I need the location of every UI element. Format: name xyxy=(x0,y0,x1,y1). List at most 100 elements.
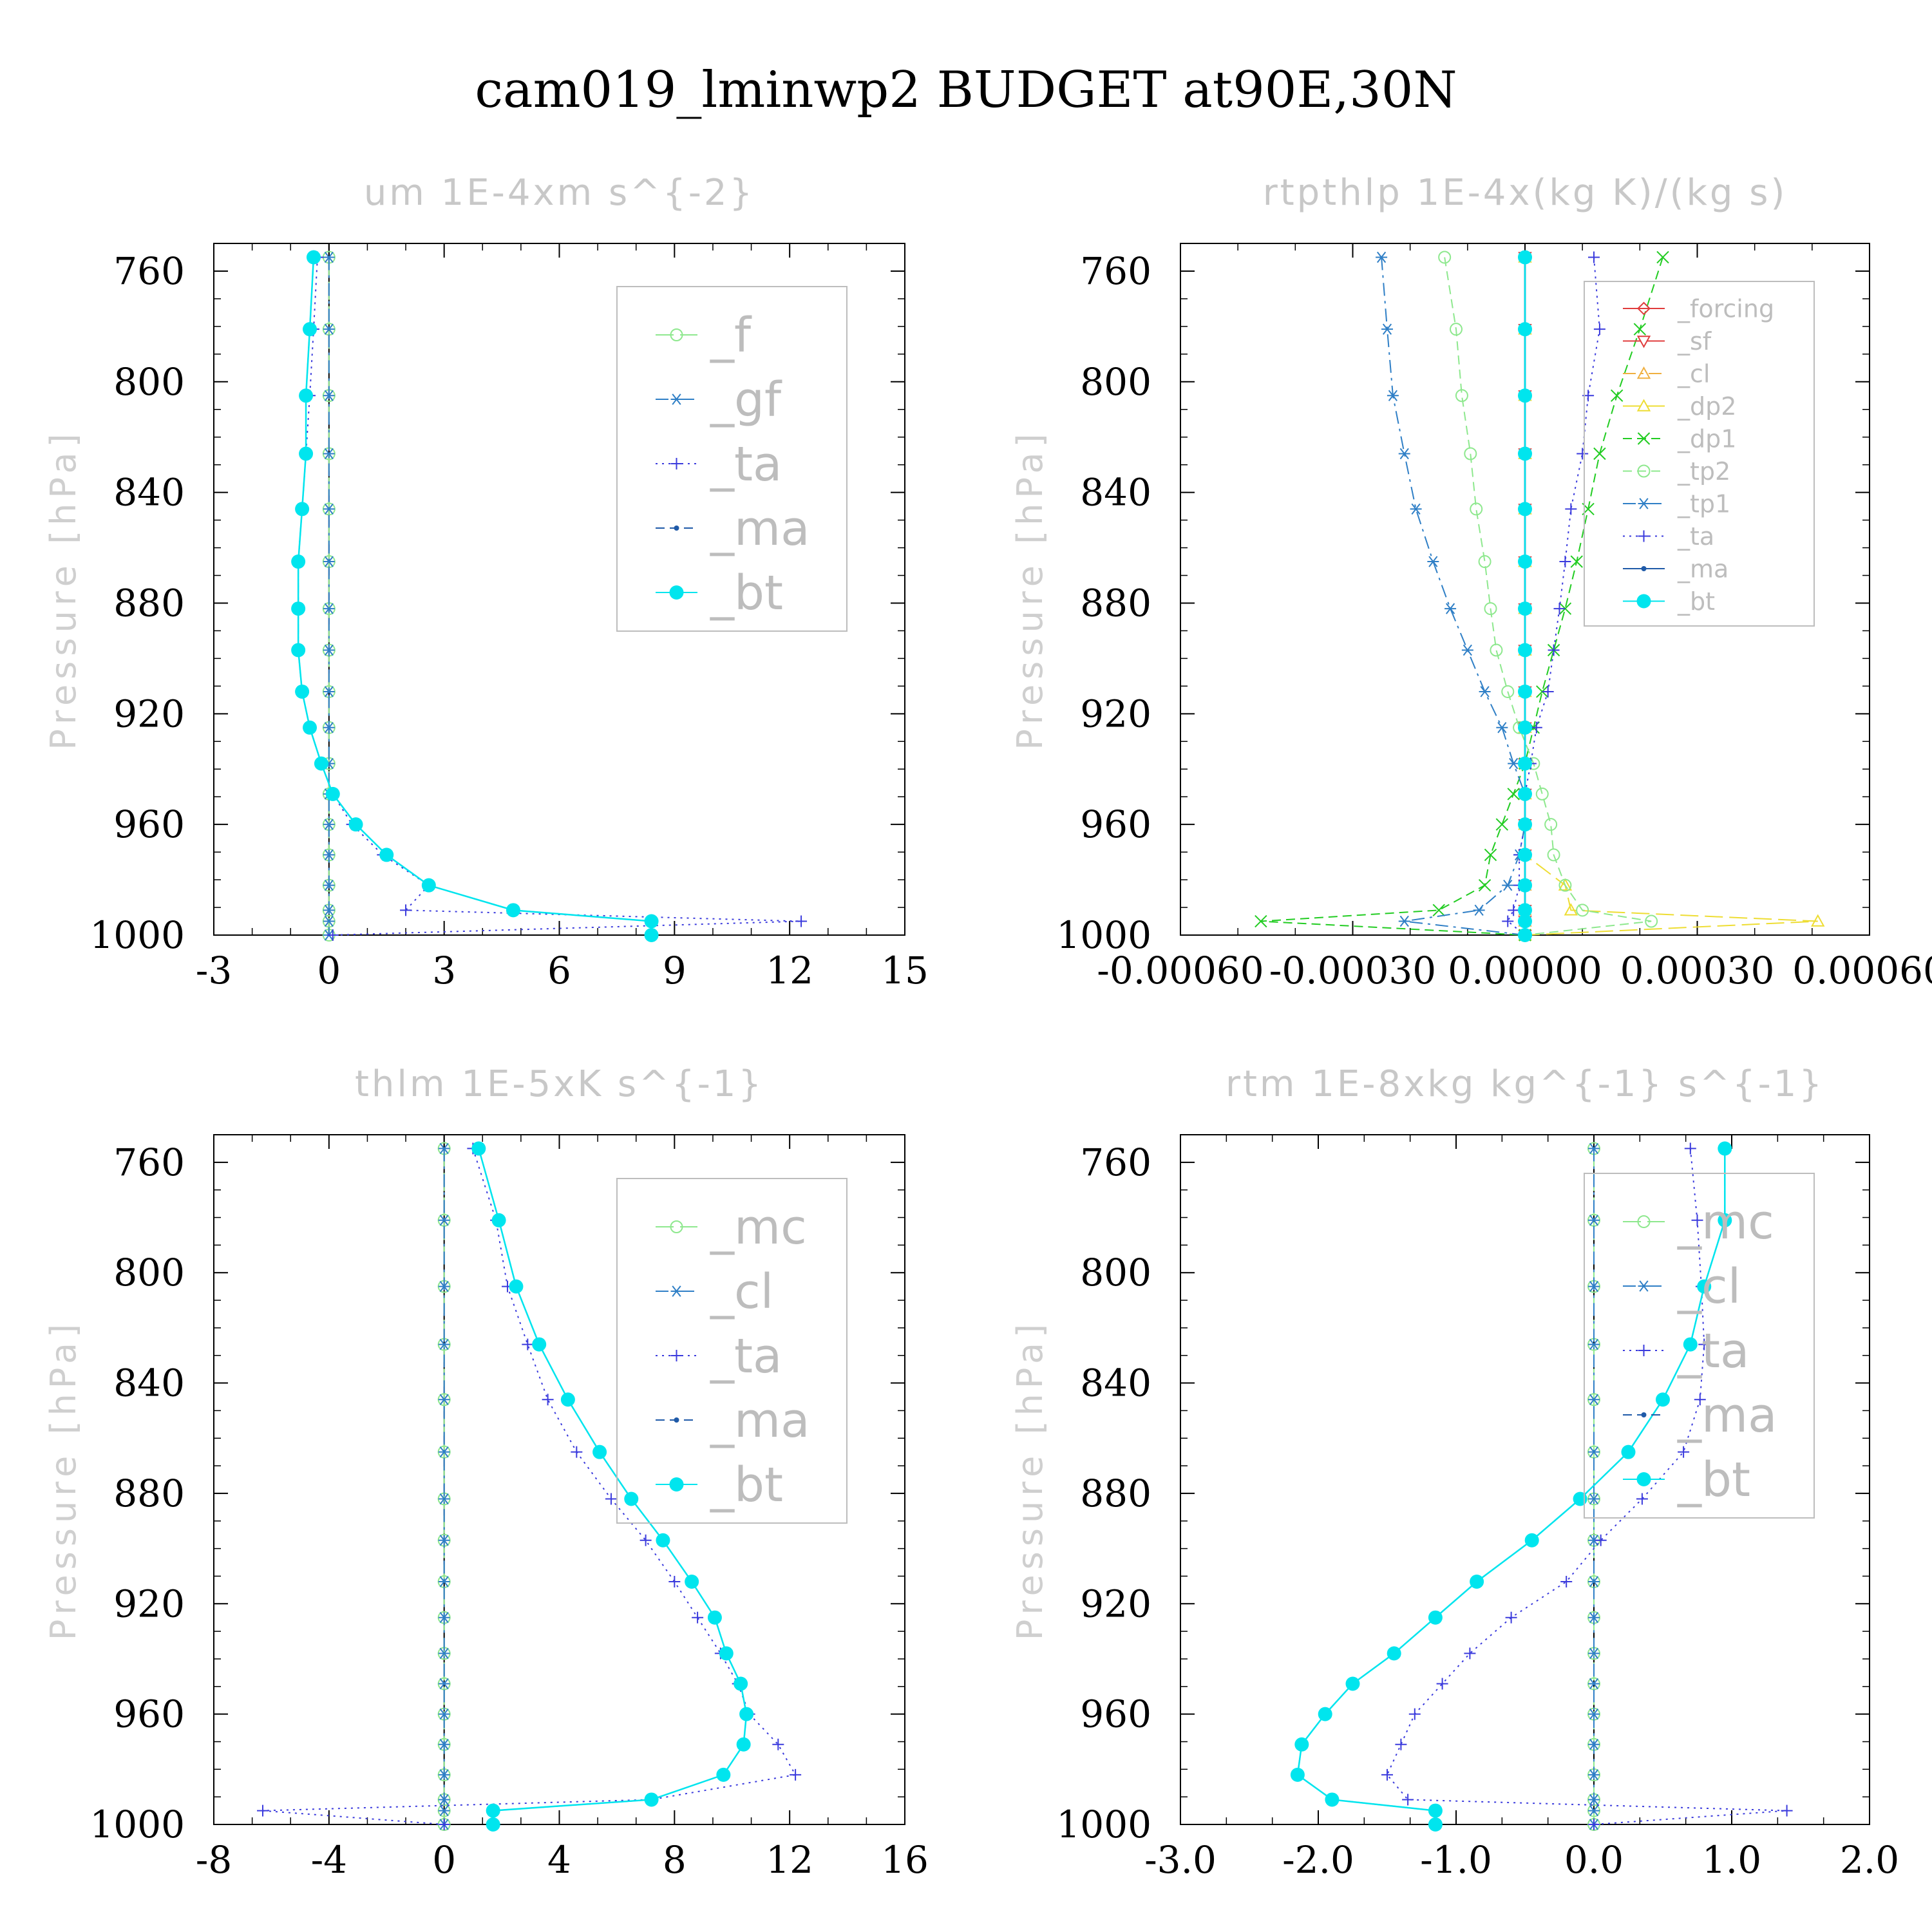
data-point xyxy=(438,1678,450,1690)
series_ma xyxy=(1294,1146,1728,1827)
data-point xyxy=(1535,787,1549,800)
x-tick-label: 0.00030 xyxy=(1620,949,1775,992)
data-point xyxy=(1524,1533,1539,1548)
data-point xyxy=(438,1446,450,1458)
data-point xyxy=(1588,1142,1600,1155)
legend: _mc _cl _ta _ma _bt xyxy=(1584,1173,1815,1519)
series-line xyxy=(1524,257,1818,936)
data-point xyxy=(1508,757,1520,770)
y-tick-label: 800 xyxy=(113,360,185,404)
legend-marker xyxy=(669,585,684,600)
legend-marker xyxy=(1637,301,1651,316)
legend-marker xyxy=(1637,464,1651,478)
data-point xyxy=(1444,603,1457,614)
legend-marker xyxy=(674,1417,679,1423)
series_bt xyxy=(471,1141,754,1832)
legend-label: _dp1 xyxy=(1677,424,1736,453)
legend-label: _sf xyxy=(1677,327,1712,355)
x-tick-label: 9 xyxy=(663,949,687,992)
series-line xyxy=(1381,257,1526,936)
data-point xyxy=(1588,1394,1600,1405)
series-line xyxy=(297,257,652,935)
data-point xyxy=(291,601,306,616)
x-tick-label: -4 xyxy=(311,1838,348,1882)
data-point xyxy=(692,1611,704,1624)
legend-label: _forcing xyxy=(1677,294,1774,323)
data-point xyxy=(1436,1678,1448,1690)
data-point xyxy=(1387,390,1399,401)
x-tick-label: -0.00030 xyxy=(1269,949,1436,992)
data-point xyxy=(299,388,314,403)
x-tick-label: 12 xyxy=(766,949,813,992)
x-tick-label: -3.0 xyxy=(1144,1838,1217,1882)
series-line xyxy=(1296,1148,1726,1824)
data-point xyxy=(1428,1817,1443,1832)
plot-frame xyxy=(213,243,905,936)
data-point xyxy=(707,1610,722,1625)
y-tick-label: 760 xyxy=(113,1141,185,1184)
data-point xyxy=(1678,1446,1690,1458)
data-point xyxy=(542,1394,554,1406)
legend-label: _dp2 xyxy=(1677,392,1736,421)
data-point xyxy=(1518,502,1532,516)
data-point xyxy=(471,1141,486,1156)
data-point xyxy=(1408,1708,1421,1720)
legend-label: _bt xyxy=(710,565,783,621)
data-point xyxy=(323,503,335,515)
data-point xyxy=(1345,1676,1360,1691)
plot-frame xyxy=(1180,1134,1870,1825)
data-point xyxy=(299,446,314,461)
series_cl xyxy=(438,1142,450,1830)
data-point xyxy=(1495,818,1509,831)
data-point xyxy=(1548,644,1560,656)
legend-marker xyxy=(1638,498,1650,509)
legend-marker xyxy=(670,328,683,341)
data-point xyxy=(1694,1394,1706,1406)
data-point xyxy=(1576,904,1589,917)
data-point xyxy=(1683,1337,1698,1352)
data-point xyxy=(323,556,335,567)
legend-label: _bt xyxy=(1677,587,1715,616)
legend-label: _bt xyxy=(1677,1452,1750,1508)
legend-label: _f xyxy=(710,308,752,363)
data-point xyxy=(323,819,335,830)
legend-marker xyxy=(1641,1412,1647,1417)
data-point xyxy=(1588,1739,1600,1750)
data-point xyxy=(291,643,306,658)
data-point xyxy=(1610,389,1624,402)
series_dp1 xyxy=(1255,251,1669,942)
x-tick-label: 0 xyxy=(317,949,341,992)
y-tick-label: 960 xyxy=(1080,1692,1151,1736)
data-point xyxy=(1518,903,1532,918)
data-point xyxy=(1588,1280,1600,1293)
data-point xyxy=(1470,1575,1484,1589)
legend-marker xyxy=(1636,1472,1651,1486)
data-point xyxy=(1518,388,1532,403)
legend-marker xyxy=(1638,1280,1650,1292)
x-tick-label: 4 xyxy=(547,1838,571,1882)
data-point xyxy=(486,1803,500,1818)
data-point xyxy=(1588,1769,1600,1781)
data-point xyxy=(1518,914,1532,929)
data-point xyxy=(719,1646,734,1661)
data-point xyxy=(1496,722,1508,734)
data-point xyxy=(644,914,659,929)
data-point xyxy=(1518,786,1532,801)
data-point xyxy=(1811,914,1825,927)
y-tick-label: 800 xyxy=(1080,1251,1151,1294)
data-point xyxy=(1470,502,1483,516)
y-tick-label: 880 xyxy=(113,581,185,625)
data-point xyxy=(795,915,808,927)
data-point xyxy=(790,1768,802,1781)
panel-title: thlm 1E-5xK s^{-1} xyxy=(355,1063,764,1105)
data-point xyxy=(1438,251,1452,264)
data-point xyxy=(1294,1737,1309,1752)
data-point xyxy=(295,502,310,516)
y-tick-label: 960 xyxy=(113,1692,185,1736)
series_gf xyxy=(323,251,335,941)
legend-label: _ta xyxy=(710,437,782,492)
y-axis-label: Pressure [hPa] xyxy=(43,1319,84,1640)
data-point xyxy=(323,879,335,891)
x-tick-label: 1.0 xyxy=(1702,1838,1761,1882)
